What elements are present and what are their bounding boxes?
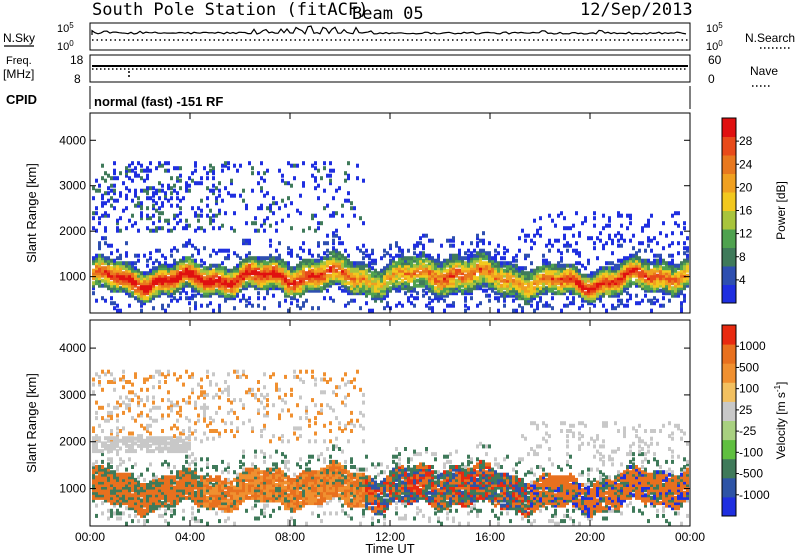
colorbar-tick-label: 4 — [739, 273, 746, 287]
colorbar-swatch — [722, 136, 736, 156]
nsky-label: N.Sky — [3, 31, 35, 45]
nsearch-tick-top: 105 — [706, 21, 723, 35]
colorbar-tick-label: 28 — [739, 134, 753, 148]
colorbar-title: Velocity [m s-1] — [773, 382, 788, 460]
x-tick-label: 00:00 — [75, 530, 105, 544]
freq-tick-bottom: 8 — [74, 72, 81, 86]
colorbar-swatch — [722, 210, 736, 230]
colorbar-tick-label: -25 — [739, 424, 757, 438]
cpid-text: normal (fast) -151 RF — [94, 94, 223, 109]
colorbar-tick-label: 16 — [739, 204, 753, 218]
y-tick-label: 1000 — [59, 482, 86, 496]
colorbar-swatch — [722, 458, 736, 479]
colorbar-swatch — [722, 363, 736, 383]
colorbar-swatch — [722, 420, 736, 441]
nsky-tick-top: 105 — [57, 21, 74, 35]
date-label: 12/Sep/2013 — [580, 0, 693, 20]
nsearch-tick-bottom: 100 — [706, 39, 723, 53]
y-axis-label: Slant Range [km] — [24, 373, 39, 473]
colorbar-swatch — [722, 229, 736, 248]
colorbar-swatch — [722, 247, 736, 267]
x-tick-label: 20:00 — [575, 530, 605, 544]
x-tick-label: 12:00 — [375, 530, 405, 544]
colorbar-tick-label: -1000 — [739, 488, 770, 502]
freq-label: Freq. — [6, 55, 32, 67]
colorbar-swatch — [722, 401, 736, 421]
freq-panel: Freq. [MHz] 18 8 60 0 Nave — [3, 53, 778, 87]
x-tick-label: 04:00 — [175, 530, 205, 544]
station-title: South Pole Station (fitACF) — [92, 0, 368, 20]
y-tick-label: 4000 — [59, 133, 86, 147]
nave-label: Nave — [750, 64, 778, 78]
colorbar-tick-label: 8 — [739, 250, 746, 264]
cpid-panel: CPID normal (fast) -151 RF — [6, 86, 691, 109]
nsky-panel: N.Sky 105 100 105 100 N.Search — [3, 21, 795, 53]
nave-tick-top: 60 — [708, 53, 722, 67]
colorbar-tick-label: 20 — [739, 180, 753, 194]
velocity-heatmap — [92, 369, 689, 526]
colorbar-tick-label: 100 — [739, 382, 759, 396]
freq-tick-top: 18 — [70, 53, 84, 67]
x-tick-label: 00:00 — [675, 530, 705, 544]
colorbar-swatch — [722, 382, 736, 402]
colorbar-swatch — [722, 477, 736, 498]
colorbar-tick-label: -100 — [739, 445, 763, 459]
colorbar-swatch — [722, 192, 736, 211]
colorbar-swatch — [722, 173, 736, 193]
colorbar-swatch — [722, 344, 736, 364]
x-tick-label: 16:00 — [475, 530, 505, 544]
y-tick-label: 4000 — [59, 341, 86, 355]
beam-label: Beam 05 — [352, 4, 424, 24]
cpid-label: CPID — [6, 92, 37, 107]
colorbar-swatch — [722, 118, 736, 137]
y-tick-label: 2000 — [59, 224, 86, 238]
colorbar-tick-label: 1000 — [739, 339, 766, 353]
colorbar-swatch — [722, 496, 736, 517]
colorbar-swatch — [722, 266, 736, 285]
freq-unit: [MHz] — [3, 67, 34, 81]
power-colorbar: 4 8 12 16 20 24 28 Power [dB] — [721, 117, 788, 304]
colorbar-tick-label: -500 — [739, 467, 763, 481]
nsky-tick-bottom: 100 — [57, 39, 74, 53]
power-heatmap — [92, 161, 689, 313]
x-axis-label: Time UT — [365, 541, 414, 554]
nave-tick-bottom: 0 — [708, 72, 715, 86]
colorbar-swatch — [722, 155, 736, 174]
colorbar-tick-label: 500 — [739, 360, 759, 374]
y-tick-label: 2000 — [59, 435, 86, 449]
colorbar-title: Power [dB] — [774, 181, 788, 240]
x-tick-label: 08:00 — [275, 530, 305, 544]
y-tick-label: 3000 — [59, 179, 86, 193]
velocity-colorbar: 1000 500 100 25 -25 -100 -500 -1000 Velocity [m … — [721, 324, 788, 517]
y-axis-label: Slant Range [km] — [24, 163, 39, 263]
colorbar-swatch — [722, 325, 736, 345]
y-tick-label: 1000 — [59, 270, 86, 284]
nsearch-label: N.Search — [745, 31, 795, 45]
colorbar-tick-label: 24 — [739, 157, 753, 171]
colorbar-tick-label: 12 — [739, 227, 753, 241]
colorbar-swatch — [722, 284, 736, 304]
colorbar-swatch — [722, 439, 736, 460]
colorbar-tick-label: 25 — [739, 403, 753, 417]
power-panel: 1000 2000 3000 4000 Slant Range [km] 4 8 12 16 2… — [24, 112, 788, 314]
y-tick-label: 3000 — [59, 388, 86, 402]
velocity-panel: 1000 2000 3000 4000 Slant Range [km] 00:00 04:… — [24, 319, 788, 554]
